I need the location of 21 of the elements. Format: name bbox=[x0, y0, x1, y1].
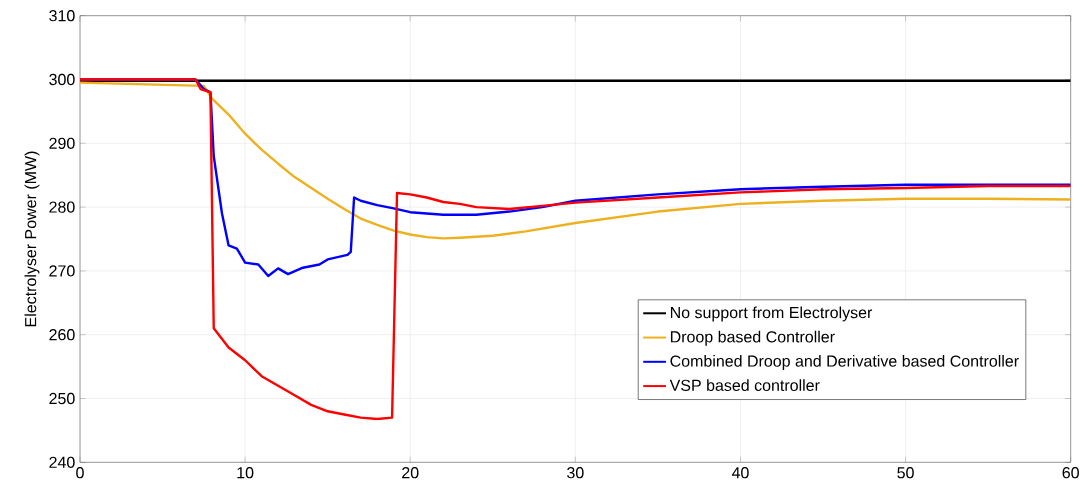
legend-label: No support from Electrolyser bbox=[670, 306, 873, 322]
y-tick-label: 300 bbox=[49, 73, 75, 86]
x-tick-label: 50 bbox=[897, 467, 914, 479]
legend-label: VSP based controller bbox=[669, 379, 820, 392]
y-tick-label: 260 bbox=[49, 329, 75, 341]
y-axis-title: Electrolyser Power (MW) bbox=[24, 151, 40, 327]
y-tick-label: 270 bbox=[49, 265, 75, 277]
x-tick-label: 30 bbox=[567, 467, 584, 479]
y-tick-label: 280 bbox=[49, 201, 75, 213]
x-tick-label: 10 bbox=[237, 467, 254, 479]
y-tick-label: 310 bbox=[49, 10, 75, 22]
y-tick-label: 290 bbox=[49, 137, 75, 149]
y-tick-label: 240 bbox=[49, 456, 75, 468]
x-tick-label: 20 bbox=[402, 467, 419, 479]
line-series bbox=[80, 78, 1071, 421]
x-tick-label: 40 bbox=[731, 467, 749, 479]
legend-label: Combined Droop and Derivative based Controller bbox=[670, 355, 1019, 370]
x-tick-label: 0 bbox=[76, 467, 84, 479]
legend-label: Droop based Controller bbox=[670, 330, 835, 346]
x-tick-label: 60 bbox=[1062, 467, 1079, 479]
y-tick-label: 250 bbox=[49, 392, 75, 405]
